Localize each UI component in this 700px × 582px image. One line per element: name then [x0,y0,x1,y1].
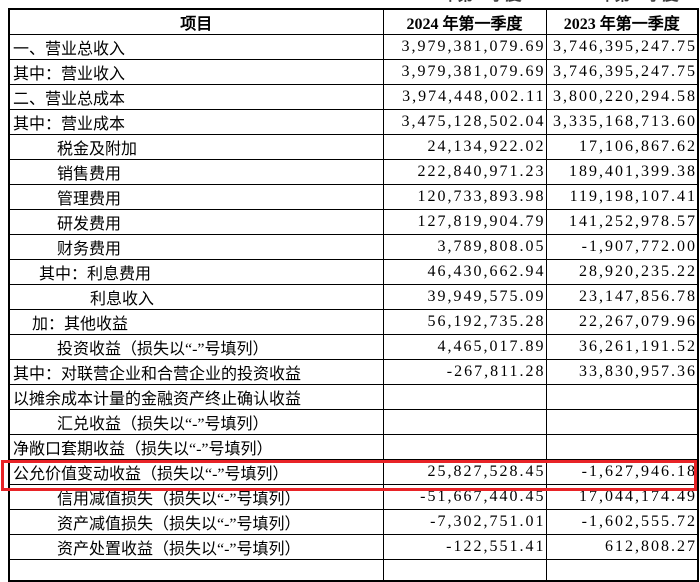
table-row: 资产处置收益（损失以“-”号填列） -122,551.41 612,808.27 [8,534,699,560]
value-2024-cell: 222,840,971.23 [382,159,547,185]
table-row: 销售费用 222,840,971.23 189,401,399.38 [8,159,699,185]
value-2023-cell: -1,602,555.72 [545,509,699,535]
item-label-cell: 财务费用 [8,234,384,260]
item-label-cell: 信用减值损失（损失以“-”号填列） [8,484,384,510]
item-label-cell [8,559,384,581]
table-row: 公允价值变动收益（损失以“-”号填列） 25,827,528.45 -1,627… [8,459,699,485]
value-2024-cell: 3,475,128,502.04 [382,109,547,135]
table-row: 其中：对联营企业和合营企业的投资收益 -267,811.28 33,830,95… [8,359,699,385]
value-2024-cell [382,384,547,410]
table-row: 资产减值损失（损失以“-”号填列） -7,302,751.01 -1,602,5… [8,509,699,535]
value-2023-cell: 119,198,107.41 [545,184,699,210]
value-2023-cell: -1,627,946.18 [545,459,699,485]
value-2024-cell [382,409,547,435]
item-label-cell: 投资收益（损失以“-”号填列） [8,334,384,360]
table-row: 其中：营业收入 3,979,381,079.69 3,746,395,247.7… [8,59,699,85]
value-2023-cell: 22,267,079.96 [545,309,699,335]
clipped-previous-row-2023: 2023 年第一季度 [545,0,696,4]
value-2023-cell [545,384,699,410]
table-row: 加：其他收益 56,192,735.28 22,267,079.96 [8,309,699,335]
value-2024-cell: 39,949,575.09 [382,284,547,310]
value-2024-cell [382,434,547,460]
value-2024-cell: 46,430,662.94 [382,259,547,285]
value-2024-cell: 4,465,017.89 [382,334,547,360]
value-2024-cell: -7,302,751.01 [382,509,547,535]
value-2024-cell: 3,979,381,079.69 [382,34,547,60]
header-2024-q1: 2024 年第一季度 [382,8,547,35]
income-statement-table: 项目 2024 年第一季度 2023 年第一季度 一、营业总收入 3,979,3… [8,8,699,582]
table-row: 以摊余成本计量的金融资产终止确认收益 [8,384,699,410]
header-2023-q1: 2023 年第一季度 [545,8,699,35]
value-2024-cell: -267,811.28 [382,359,547,385]
value-2024-cell: 56,192,735.28 [382,309,547,335]
table-row: 研发费用 127,819,904.79 141,252,978.57 [8,209,699,235]
value-2023-cell: 3,746,395,247.75 [545,59,699,85]
value-2023-cell: 36,261,191.52 [545,334,699,360]
table-row-clipped [8,559,699,581]
item-label-cell: 净敞口套期收益（损失以“-”号填列） [8,434,384,460]
item-label-cell: 一、营业总收入 [8,34,384,60]
value-2023-cell: 28,920,235.22 [545,259,699,285]
table-row: 财务费用 3,789,808.05 -1,907,772.00 [8,234,699,260]
table-row: 利息收入 39,949,575.09 23,147,856.78 [8,284,699,310]
value-2023-cell: 141,252,978.57 [545,209,699,235]
value-2023-cell: 3,746,395,247.75 [545,34,699,60]
table-row: 税金及附加 24,134,922.02 17,106,867.62 [8,134,699,160]
value-2024-cell: 120,733,893.98 [382,184,547,210]
item-label-cell: 研发费用 [8,209,384,235]
table-row-highlighted: 信用减值损失（损失以“-”号填列） -51,667,440.45 17,044,… [8,484,699,510]
table-row: 汇兑收益（损失以“-”号填列） [8,409,699,435]
value-2023-cell: 17,044,174.49 [545,484,699,510]
item-label-cell: 公允价值变动收益（损失以“-”号填列） [8,459,384,485]
clipped-next-row [8,559,699,581]
value-2023-cell: 189,401,399.38 [545,159,699,185]
item-label-cell: 销售费用 [8,159,384,185]
item-label-cell: 二、营业总成本 [8,84,384,110]
value-2023-cell: -1,907,772.00 [545,234,699,260]
item-label-cell: 其中：对联营企业和合营企业的投资收益 [8,359,384,385]
value-2024-cell: 3,979,381,079.69 [382,59,547,85]
value-2023-cell: 17,106,867.62 [545,134,699,160]
item-label-cell: 利息收入 [8,284,384,310]
value-2024-cell: 24,134,922.02 [382,134,547,160]
item-label-cell: 其中：营业成本 [8,109,384,135]
value-2023-cell [545,409,699,435]
value-2023-cell: 3,335,168,713.60 [545,109,699,135]
value-2023-cell: 23,147,856.78 [545,284,699,310]
item-label-cell: 资产处置收益（损失以“-”号填列） [8,534,384,560]
item-label-cell: 资产减值损失（损失以“-”号填列） [8,509,384,535]
table-row: 投资收益（损失以“-”号填列） 4,465,017.89 36,261,191.… [8,334,699,360]
table-row: 二、营业总成本 3,974,448,002.11 3,800,220,294.5… [8,84,699,110]
value-2023-cell: 3,800,220,294.58 [545,84,699,110]
value-2024-cell: 127,819,904.79 [382,209,547,235]
table-row: 其中：利息费用 46,430,662.94 28,920,235.22 [8,259,699,285]
value-2024-cell: -51,667,440.45 [382,484,547,510]
value-2023-cell: 612,808.27 [545,534,699,560]
item-label-cell: 其中：营业收入 [8,59,384,85]
table-body: 一、营业总收入 3,979,381,079.69 3,746,395,247.7… [8,34,699,560]
table-row: 其中：营业成本 3,475,128,502.04 3,335,168,713.6… [8,109,699,135]
value-2024-cell: 3,789,808.05 [382,234,547,260]
value-2024-cell: -122,551.41 [382,534,547,560]
item-label-cell: 加：其他收益 [8,309,384,335]
value-2023-cell [545,559,699,581]
header-row: 项目 2024 年第一季度 2023 年第一季度 [8,8,699,35]
item-label-cell: 以摊余成本计量的金融资产终止确认收益 [8,384,384,410]
value-2023-cell [545,434,699,460]
header-item: 项目 [8,8,384,35]
table-row: 管理费用 120,733,893.98 119,198,107.41 [8,184,699,210]
item-label-cell: 汇兑收益（损失以“-”号填列） [8,409,384,435]
value-2024-cell: 25,827,528.45 [382,459,547,485]
item-label-cell: 管理费用 [8,184,384,210]
value-2024-cell [382,559,547,581]
value-2023-cell: 33,830,957.36 [545,359,699,385]
table-header: 项目 2024 年第一季度 2023 年第一季度 [8,8,699,35]
table-row: 净敞口套期收益（损失以“-”号填列） [8,434,699,460]
item-label-cell: 税金及附加 [8,134,384,160]
value-2024-cell: 3,974,448,002.11 [382,84,547,110]
item-label-cell: 其中：利息费用 [8,259,384,285]
clipped-previous-row-2024: 2024 年第一季度 [382,0,545,4]
table-row: 一、营业总收入 3,979,381,079.69 3,746,395,247.7… [8,34,699,60]
